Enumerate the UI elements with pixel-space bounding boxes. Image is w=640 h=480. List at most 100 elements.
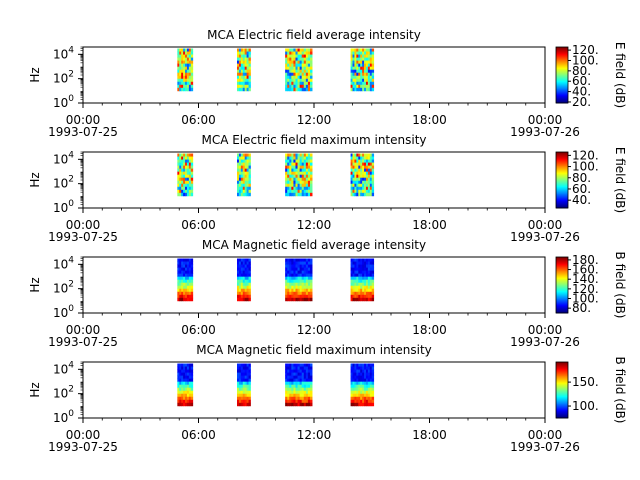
spectrogram-cell (242, 381, 246, 386)
spectrogram-cell (289, 54, 292, 58)
spectrogram-cell (185, 384, 188, 389)
spectrogram-cell (244, 78, 248, 83)
spectrogram-cell (237, 381, 240, 386)
spectrogram-cell (352, 72, 355, 77)
spectrogram-cell (303, 168, 307, 173)
spectrogram-cell (360, 366, 363, 370)
spectrogram-cell (291, 297, 294, 302)
spectrogram-cell (185, 84, 188, 89)
spectrogram-cell (358, 69, 361, 74)
y-axis-label: Hz (28, 382, 42, 397)
spectrogram-cell (293, 192, 296, 197)
spectrogram-cell (295, 393, 298, 398)
spectrogram-cell (365, 363, 369, 367)
spectrogram-cell (354, 159, 357, 163)
spectrogram-cell (352, 153, 355, 157)
spectrogram-cell (181, 363, 184, 367)
panel-electric-average: MCA Electric field average intensity 00:… (28, 28, 627, 139)
spectrogram-cell (365, 288, 369, 293)
colorbar-segment (556, 273, 568, 275)
spectrogram-cell (285, 366, 288, 370)
spectrogram-cell (242, 363, 246, 367)
spectrogram-cell (303, 279, 307, 284)
spectrogram-cell (179, 387, 182, 392)
spectrogram-cell (301, 363, 305, 367)
spectrogram-cell (287, 261, 290, 265)
spectrogram-cell (303, 264, 307, 268)
spectrogram-cell (367, 51, 371, 55)
colorbar-segment (556, 372, 568, 375)
spectrogram-cell (360, 363, 363, 367)
spectrogram-cell (303, 84, 307, 89)
spectrogram-cell (299, 297, 303, 302)
colorbar-segment (556, 373, 568, 376)
spectrogram-cell (287, 282, 290, 287)
spectrogram-cell (310, 81, 313, 86)
spectrogram-cell (371, 177, 375, 182)
colorbar-segment (556, 369, 568, 371)
spectrogram-cell (362, 288, 365, 293)
spectrogram-cell (307, 57, 311, 62)
spectrogram-cell (185, 378, 188, 383)
spectrogram-cell (181, 192, 184, 197)
spectrogram-cell (358, 186, 361, 191)
colorbar-segment (556, 154, 568, 156)
spectrogram-cell (183, 393, 186, 398)
spectrogram-cell (185, 387, 188, 392)
spectrogram-cell (291, 51, 294, 55)
spectrogram-cell (371, 192, 375, 197)
spectrogram-cell (287, 153, 290, 157)
spectrogram-cell (237, 264, 240, 268)
spectrogram-cell (188, 153, 192, 157)
spectrogram-cell (188, 177, 192, 182)
spectrogram-cell (238, 285, 242, 290)
spectrogram-cell (350, 183, 353, 188)
spectrogram-cell (285, 279, 288, 284)
spectrogram-cell (183, 282, 186, 287)
spectrogram-cell (371, 390, 375, 395)
spectrogram-cell (179, 72, 182, 77)
colorbar-segment (556, 290, 568, 293)
spectrogram-cell (354, 63, 357, 68)
spectrogram-cell (185, 261, 188, 265)
spectrogram-cell (369, 84, 373, 89)
spectrogram-cell (365, 399, 369, 404)
spectrogram-cell (186, 363, 190, 367)
spectrogram-cell (360, 375, 363, 380)
spectrogram-cell (371, 162, 375, 167)
spectrogram-cell (181, 399, 184, 404)
spectrogram-cell (365, 369, 369, 373)
spectrogram-cell (369, 264, 373, 268)
spectrogram-cell (293, 264, 296, 268)
spectrogram-cell (244, 87, 248, 92)
spectrogram-cell (291, 183, 294, 188)
spectrogram-cell (237, 369, 240, 373)
spectrogram-cell (237, 279, 240, 284)
spectrogram-cell (305, 378, 309, 383)
colorbar-segment (556, 92, 568, 95)
spectrogram-cell (303, 159, 307, 163)
spectrogram-cell (305, 51, 309, 55)
spectrogram-cell (369, 72, 373, 77)
spectrogram-cell (350, 399, 353, 404)
spectrogram-cell (352, 294, 355, 299)
colorbar-segment (556, 173, 568, 175)
spectrogram-cell (303, 378, 307, 383)
spectrogram-cell (179, 369, 182, 373)
spectrogram-cell (179, 285, 182, 290)
spectrogram-cell (183, 396, 186, 401)
spectrogram-cell (367, 402, 371, 407)
spectrogram-cell (244, 270, 248, 275)
spectrogram-cell (287, 75, 290, 80)
spectrogram-cell (364, 72, 367, 77)
spectrogram-cell (310, 183, 313, 188)
spectrogram-cell (365, 189, 369, 194)
panel-title: MCA Electric field maximum intensity (201, 133, 426, 147)
spectrogram-cell (183, 387, 186, 392)
spectrogram-cell (352, 375, 355, 380)
spectrogram-cell (240, 285, 244, 290)
spectrogram-cell (310, 384, 313, 389)
spectrogram-cell (365, 66, 369, 71)
spectrogram-cell (248, 168, 251, 173)
spectrogram-cell (364, 381, 367, 386)
